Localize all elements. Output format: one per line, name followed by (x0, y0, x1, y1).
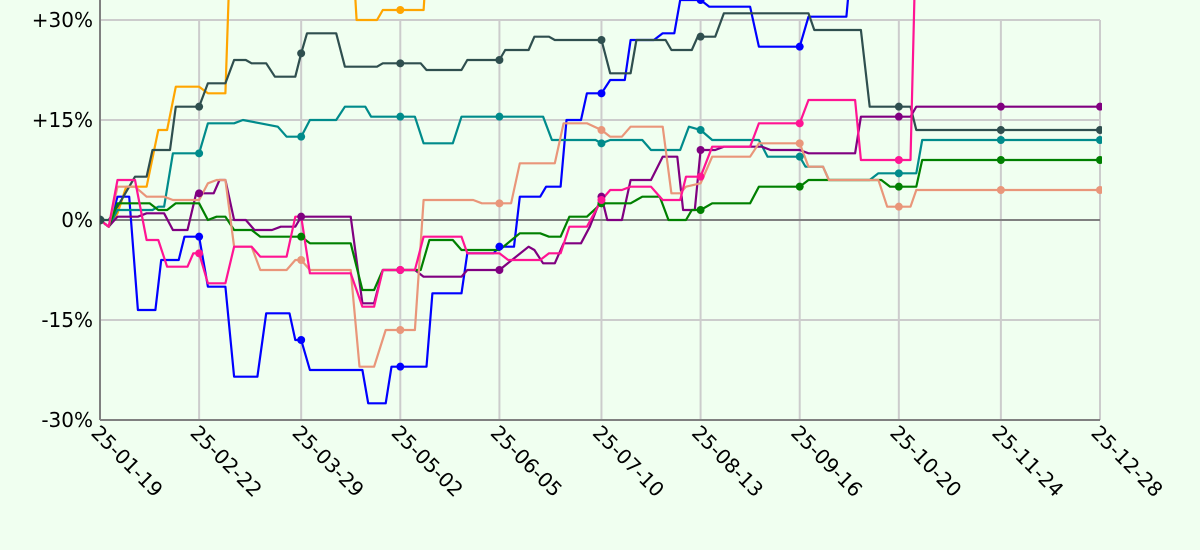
series-marker-7 (495, 199, 504, 208)
series-marker-2 (795, 42, 804, 51)
series-line-3 (100, 12, 1100, 222)
series-marker-3 (696, 32, 705, 41)
series-marker-7 (894, 202, 903, 211)
x-tick-label: 25-06-05 (486, 421, 567, 502)
series-marker-2 (297, 336, 306, 344)
series-marker-3 (297, 49, 306, 58)
series-marker-3 (396, 59, 405, 68)
x-tick-label: 25-11-24 (987, 421, 1068, 502)
series-marker-6 (996, 156, 1005, 164)
y-tick-label: -15% (41, 308, 93, 332)
x-tick-label: 25-01-19 (86, 421, 167, 502)
series-marker-2 (597, 89, 606, 98)
x-tick-label: 25-10-20 (885, 421, 966, 502)
y-tick-label: -30% (41, 408, 93, 432)
series-marker-4 (195, 149, 204, 158)
x-tick-label: 25-03-29 (288, 421, 369, 502)
series-marker-4 (1096, 136, 1102, 144)
series-marker-4 (297, 132, 306, 141)
x-tick-label: 25-12-28 (1086, 421, 1167, 502)
series-line-4 (100, 105, 1100, 228)
x-tick-label: 25-09-16 (786, 421, 867, 502)
series-marker-2 (195, 232, 204, 241)
series-marker-4 (396, 112, 405, 121)
x-tick-label: 25-08-13 (687, 421, 768, 502)
series-marker-6 (297, 232, 306, 241)
series-marker-3 (894, 102, 903, 111)
series-marker-3 (1096, 126, 1102, 134)
series-marker-7 (297, 256, 306, 264)
series-marker-4 (795, 152, 804, 161)
series-marker-6 (795, 182, 804, 191)
series-marker-5 (696, 146, 705, 154)
series-marker-4 (495, 112, 504, 121)
series-marker-3 (996, 126, 1005, 134)
series-marker-2 (495, 242, 504, 251)
series-marker-5 (195, 189, 204, 198)
series-marker-7 (597, 126, 606, 134)
series-marker-4 (696, 126, 705, 134)
series-marker-5 (894, 112, 903, 121)
series-marker-2 (696, 0, 705, 4)
y-tick-label: +30% (32, 8, 93, 32)
series-marker-4 (597, 139, 606, 148)
y-tick-labels: +30% +15% 0% -15% -30% (32, 8, 93, 432)
y-tick-label: +15% (32, 108, 93, 132)
axes (99, 0, 1100, 421)
series-marker-5 (495, 266, 504, 274)
series-marker-2 (396, 362, 405, 371)
series-marker-4 (894, 169, 903, 178)
series-marker-8 (396, 266, 405, 274)
origin-marker (100, 215, 105, 225)
series-marker-5 (1096, 102, 1102, 111)
series-marker-7 (1096, 186, 1102, 194)
series-marker-8 (795, 119, 804, 128)
x-tick-label: 25-07-10 (588, 421, 669, 502)
series-marker-7 (996, 186, 1005, 194)
series-marker-3 (597, 36, 606, 44)
series-line-7 (100, 122, 1100, 368)
series-marker-1 (396, 6, 405, 14)
series-marker-6 (696, 206, 705, 214)
series-marker-6 (894, 182, 903, 191)
series-markers (100, 0, 1102, 371)
series-marker-5 (996, 102, 1005, 111)
y-tick-label: 0% (61, 208, 93, 232)
series-marker-3 (195, 102, 204, 111)
series-marker-7 (396, 326, 405, 334)
series-marker-6 (1096, 156, 1102, 164)
series-marker-7 (795, 139, 804, 148)
series-line-1 (100, 0, 426, 228)
x-tick-labels: 25-01-19 25-02-22 25-03-29 25-05-02 25-06-05… (86, 421, 1167, 502)
series-marker-8 (195, 249, 204, 258)
x-tick-label: 25-05-02 (387, 421, 468, 502)
series-marker-8 (597, 196, 606, 204)
series-marker-8 (894, 156, 903, 164)
series-marker-3 (495, 56, 504, 64)
series-marker-5 (297, 212, 306, 221)
x-tick-label: 25-02-22 (186, 421, 267, 502)
series-marker-4 (996, 136, 1005, 144)
series-marker-8 (696, 172, 705, 181)
